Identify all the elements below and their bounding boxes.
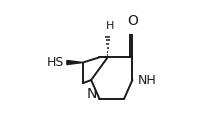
Polygon shape: [67, 60, 83, 65]
Text: O: O: [127, 14, 138, 28]
Text: H: H: [105, 21, 114, 31]
Text: HS: HS: [46, 56, 64, 69]
Text: N: N: [87, 87, 97, 101]
Text: NH: NH: [138, 74, 157, 87]
